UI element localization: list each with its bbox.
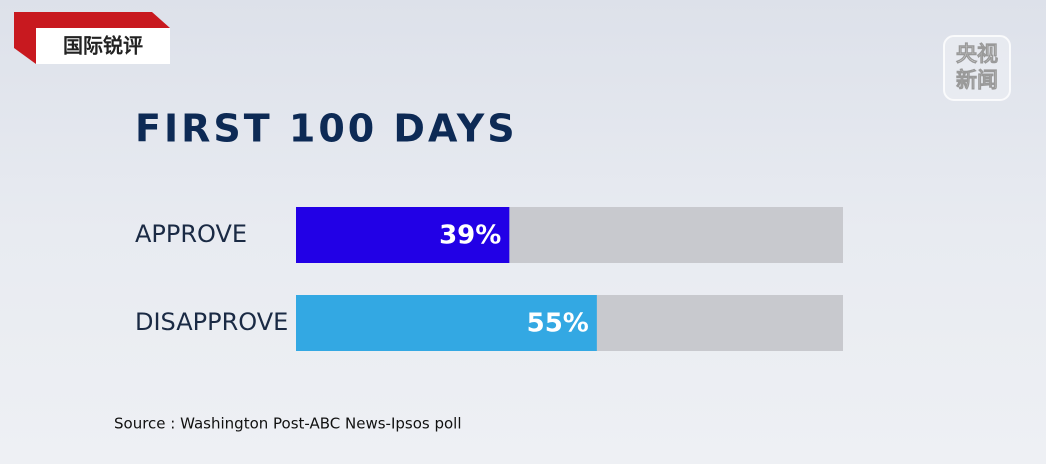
category-label: DISAPPROVE (135, 308, 288, 336)
chart-title: FIRST 100 DAYS (135, 107, 518, 151)
watermark-frame (943, 35, 1011, 101)
logo-text: 国际锐评 (63, 34, 143, 58)
logo-box (36, 28, 170, 64)
bar (296, 207, 510, 263)
category-label: APPROVE (135, 220, 247, 248)
value-label: 55% (527, 309, 589, 339)
source-note: Source : Washington Post-ABC News-Ipsos … (114, 415, 462, 433)
logo-ribbon (14, 12, 170, 64)
watermark-text: 新闻 (956, 68, 998, 92)
value-label: 39% (439, 221, 501, 251)
bar (296, 295, 597, 351)
watermark-text: 央视 (956, 42, 998, 66)
